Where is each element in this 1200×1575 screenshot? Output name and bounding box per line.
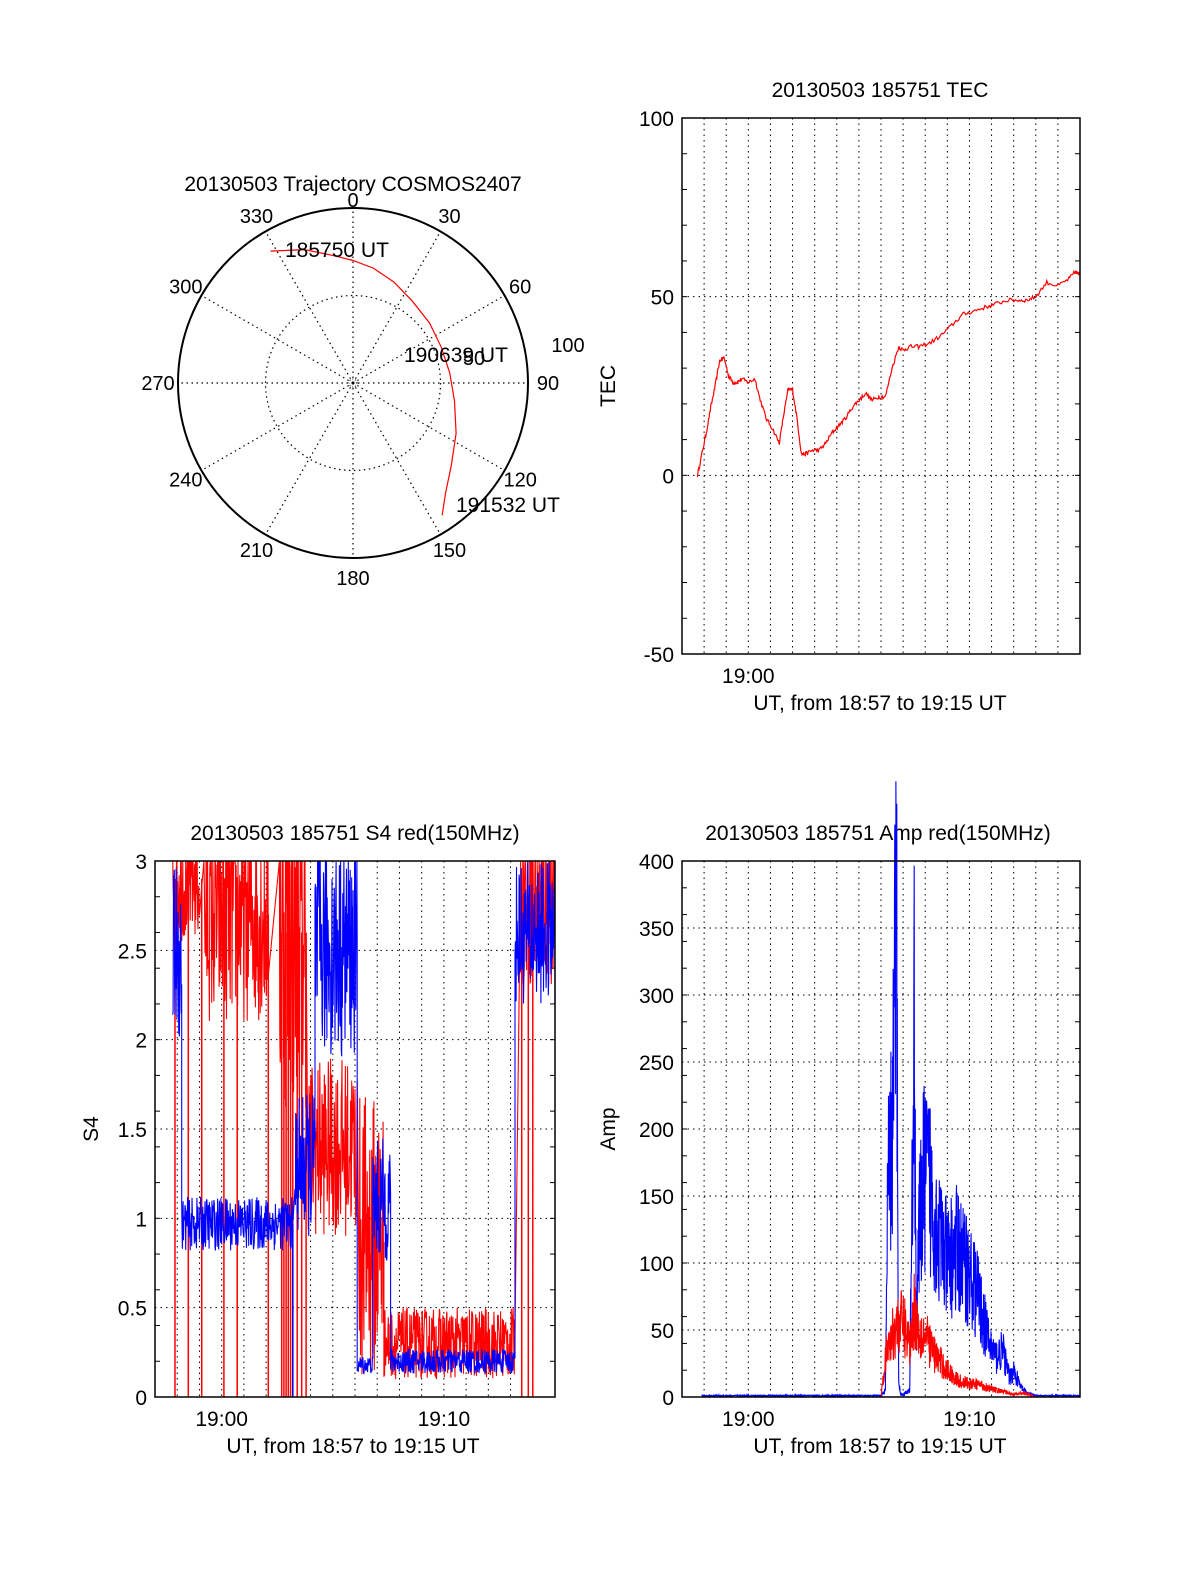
- polar-angle-label: 300: [169, 277, 202, 299]
- y-tick-label: 50: [651, 1320, 674, 1343]
- polar-spoke: [264, 231, 354, 384]
- polar-angle-labels: 0 30 60 90 120 150 180 210 240 270 300 330: [141, 190, 559, 590]
- y-tick-label: 3: [135, 851, 147, 874]
- polar-trajectory-panel: 20130503 Trajectory COSMOS2407 0 30 60 90 12…: [141, 173, 584, 590]
- plot-frame: [154, 860, 556, 1398]
- tec-ylabel: TEC: [597, 365, 620, 407]
- trajectory-mid-label: 190639 UT: [404, 344, 508, 367]
- plot-frame: [681, 860, 1081, 1398]
- trajectory-line: [270, 248, 457, 516]
- polar-angle-label: 270: [141, 373, 174, 395]
- s4-red-line: [172, 859, 556, 1380]
- x-tick-label: 19:00: [722, 1408, 775, 1431]
- plot-area: [696, 269, 1081, 478]
- polar-spoke: [201, 294, 354, 384]
- tec-xlabel: UT, from 18:57 to 19:15 UT: [753, 692, 1006, 715]
- polar-spoke: [201, 382, 354, 472]
- polar-angle-label: 150: [433, 540, 466, 562]
- y-tick-label: 400: [639, 851, 674, 874]
- y-tick-label: 1.5: [118, 1119, 147, 1142]
- polar-center-mark: [348, 378, 358, 388]
- polar-angle-label: 120: [503, 470, 536, 492]
- tec-line: [696, 269, 1081, 478]
- plot-area: [701, 781, 1081, 1399]
- polar-grid-circle: [264, 294, 442, 472]
- y-tick-label: 250: [639, 1052, 674, 1075]
- polar-angle-label: 240: [169, 470, 202, 492]
- y-tick-label: 100: [639, 108, 674, 131]
- y-tick-label: 0: [135, 1387, 147, 1410]
- polar-angle-label: 0: [347, 190, 358, 212]
- y-tick-label: 2.5: [118, 940, 147, 963]
- plot-frame: [681, 117, 1081, 655]
- polar-angle-label: 30: [438, 206, 460, 228]
- s4-title: 20130503 185751 S4 red(150MHz): [190, 822, 519, 845]
- trajectory-end-label: 191532 UT: [456, 494, 560, 517]
- polar-spoke: [264, 382, 354, 535]
- y-tick-label: 50: [651, 287, 674, 310]
- tec-panel: 20130503 185751 TEC TEC UT, from 18:57 t…: [597, 79, 1081, 715]
- y-tick-label: 0: [662, 465, 674, 488]
- y-tick-label: 150: [639, 1186, 674, 1209]
- amp-ylabel: Amp: [597, 1107, 620, 1150]
- polar-title: 20130503 Trajectory COSMOS2407: [184, 173, 521, 196]
- polar-radial-label-100: 100: [551, 335, 584, 357]
- s4-panel: 20130503 185751 S4 red(150MHz) S4 UT, fr…: [80, 822, 556, 1458]
- y-tick-label: 1: [135, 1208, 147, 1231]
- x-tick-label: 19:10: [418, 1408, 471, 1431]
- plot-area: [172, 859, 556, 1397]
- s4-xlabel: UT, from 18:57 to 19:15 UT: [226, 1435, 479, 1458]
- trajectory-start-label: 185750 UT: [285, 239, 389, 262]
- polar-angle-label: 60: [509, 277, 531, 299]
- y-tick-label: 100: [639, 1253, 674, 1276]
- s4-blue-line: [172, 860, 556, 1375]
- y-tick-label: 0.5: [118, 1298, 147, 1321]
- polar-grid: [178, 208, 528, 558]
- s4-ylabel: S4: [80, 1116, 103, 1142]
- polar-angle-label: 210: [240, 540, 273, 562]
- polar-outer-circle: [177, 207, 529, 559]
- polar-angle-label: 330: [240, 206, 273, 228]
- y-tick-label: 350: [639, 918, 674, 941]
- x-tick-label: 19:00: [722, 665, 775, 688]
- polar-angle-label: 180: [336, 568, 369, 590]
- polar-radial-label-50: 50: [463, 348, 485, 370]
- x-tick-label: 19:00: [195, 1408, 248, 1431]
- x-tick-label: 19:10: [943, 1408, 996, 1431]
- amp-red-line: [880, 1273, 1036, 1398]
- y-tick-label: 0: [662, 1387, 674, 1410]
- y-tick-label: 200: [639, 1119, 674, 1142]
- y-tick-label: 2: [135, 1030, 147, 1053]
- amp-title: 20130503 185751 Amp red(150MHz): [705, 822, 1051, 845]
- y-tick-label: -50: [644, 644, 674, 667]
- polar-spoke: [352, 294, 505, 384]
- polar-angle-label: 90: [537, 373, 559, 395]
- polar-spoke: [352, 382, 442, 535]
- amp-xlabel: UT, from 18:57 to 19:15 UT: [753, 1435, 1006, 1458]
- amp-blue-line: [701, 781, 1081, 1399]
- y-tick-label: 300: [639, 985, 674, 1008]
- polar-spoke: [352, 231, 442, 384]
- tec-title: 20130503 185751 TEC: [772, 79, 989, 102]
- polar-spoke: [352, 382, 505, 472]
- amp-panel: 20130503 185751 Amp red(150MHz) Amp UT, …: [597, 781, 1081, 1458]
